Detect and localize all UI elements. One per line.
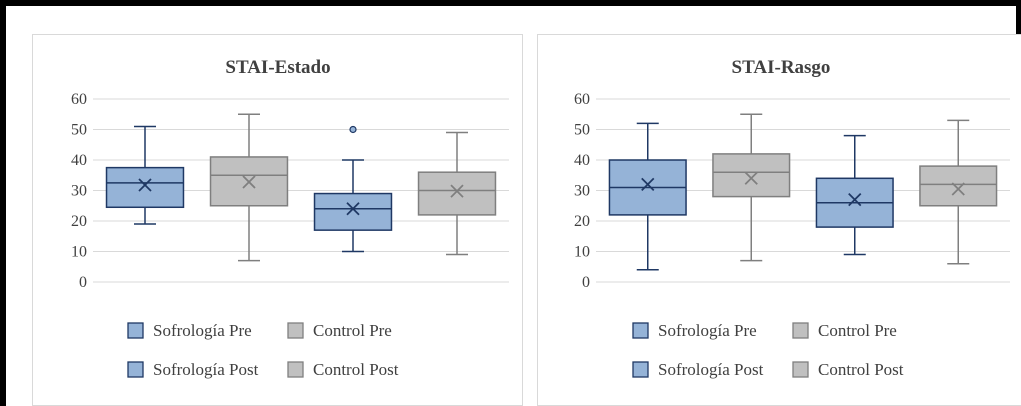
legend-swatch <box>127 322 144 339</box>
mean-marker <box>450 184 464 198</box>
y-tick-label: 40 <box>574 152 590 169</box>
box-iqr <box>105 166 185 209</box>
chart-title: STAI-Estado <box>225 57 330 78</box>
box-series <box>417 131 497 256</box>
legend-item: Control Pre <box>287 321 392 340</box>
y-tick-label: 20 <box>574 213 590 230</box>
y-tick-label: 60 <box>574 91 590 108</box>
y-tick-label: 0 <box>79 274 87 291</box>
y-tick-label: 60 <box>71 91 87 108</box>
legend-swatch <box>632 361 649 378</box>
y-tick-label: 20 <box>71 213 87 230</box>
mean-marker <box>744 171 758 185</box>
legend-item: Sofrología Pre <box>632 321 757 340</box>
mean-marker <box>848 193 862 207</box>
legend-swatch <box>287 322 304 339</box>
legend-swatch <box>792 361 809 378</box>
box-series <box>712 113 791 262</box>
box-series <box>313 125 393 253</box>
legend-item: Sofrología Post <box>127 360 259 379</box>
y-tick-label: 30 <box>574 183 590 200</box>
box-iqr <box>919 165 998 207</box>
y-tick-label: 50 <box>71 122 87 139</box>
legend-label: Control Post <box>313 360 399 379</box>
box-plot-rasgo: STAI-Rasgo 0 10 20 30 40 50 60 Sofrología Pre Con… <box>574 57 1010 379</box>
box-iqr <box>712 153 791 198</box>
box-iqr <box>313 192 393 231</box>
box-series <box>209 113 289 262</box>
box-iqr <box>417 171 497 216</box>
legend-label: Sofrología Pre <box>658 321 757 340</box>
y-tick-label: 10 <box>71 244 87 261</box>
box-series <box>105 125 185 225</box>
y-tick-label: 40 <box>71 152 87 169</box>
legend-item: Sofrología Post <box>632 360 764 379</box>
y-tick-label: 50 <box>574 122 590 139</box>
mean-marker <box>138 178 152 192</box>
legend-label: Control Post <box>818 360 904 379</box>
y-tick-label: 10 <box>574 244 590 261</box>
legend-swatch <box>632 322 649 339</box>
legend-swatch <box>127 361 144 378</box>
legend-item: Sofrología Pre <box>127 321 252 340</box>
mean-marker <box>346 202 360 216</box>
box-series <box>608 122 687 271</box>
legend-label: Sofrología Post <box>658 360 764 379</box>
legend-label: Control Pre <box>313 321 392 340</box>
legend-item: Control Pre <box>792 321 897 340</box>
legend-item: Control Post <box>287 360 399 379</box>
box-series <box>815 134 894 256</box>
box-plot-estado: STAI-Estado 0 10 20 30 40 50 60 Sofrología Pre Co… <box>71 57 509 379</box>
legend-swatch <box>792 322 809 339</box>
mean-marker <box>641 177 655 192</box>
mean-marker <box>951 182 965 196</box>
chart-panel-estado: STAI-Estado 0 10 20 30 40 50 60 Sofrología Pre Co… <box>32 34 523 406</box>
chart-title: STAI-Rasgo <box>732 57 831 78</box>
box-series <box>919 119 998 265</box>
mean-marker <box>242 175 256 189</box>
legend-label: Sofrología Pre <box>153 321 252 340</box>
chart-panel-rasgo: STAI-Rasgo 0 10 20 30 40 50 60 Sofrología Pre Con… <box>537 34 1021 406</box>
legend-label: Control Pre <box>818 321 897 340</box>
legend-label: Sofrología Post <box>153 360 259 379</box>
legend-item: Control Post <box>792 360 904 379</box>
y-tick-label: 30 <box>71 183 87 200</box>
outlier-point <box>349 125 357 134</box>
y-tick-label: 0 <box>582 274 590 291</box>
legend-swatch <box>287 361 304 378</box>
